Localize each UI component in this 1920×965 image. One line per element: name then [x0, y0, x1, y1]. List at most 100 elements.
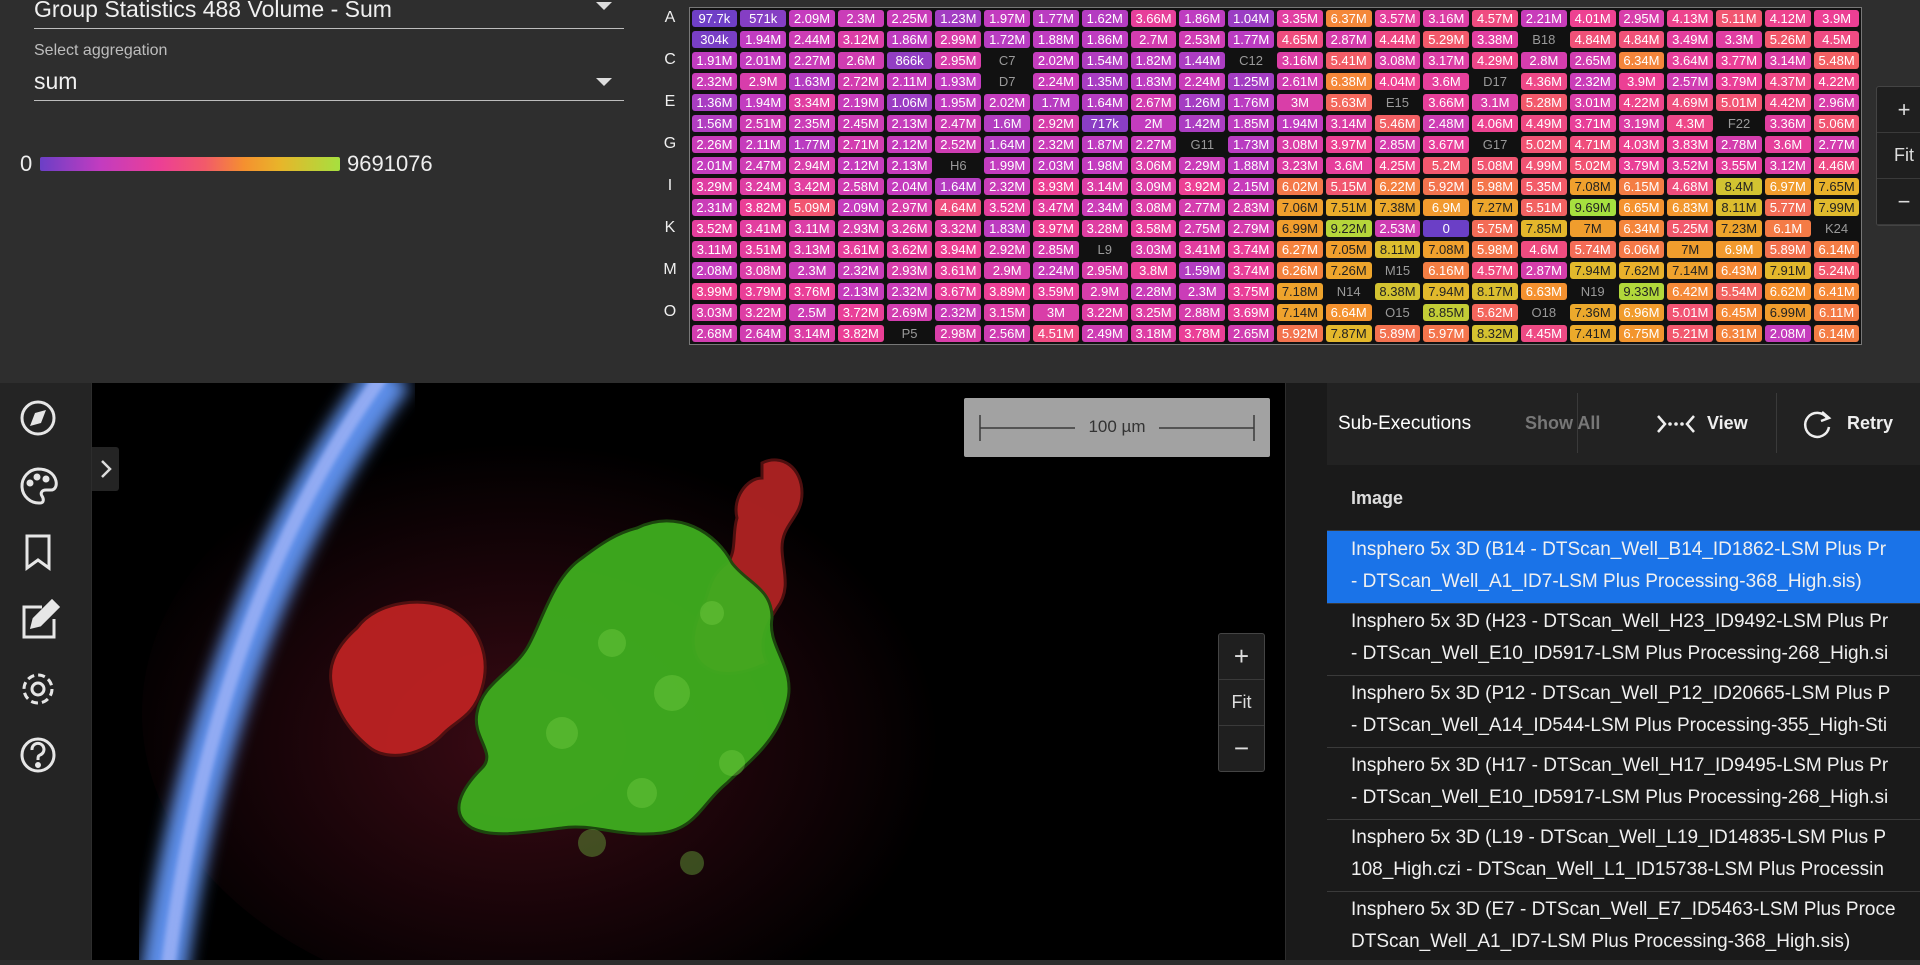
well-cell[interactable]: 2M: [1130, 115, 1177, 132]
well-cell[interactable]: 3.06M: [1130, 157, 1177, 174]
well-cell[interactable]: 6.27M: [1277, 241, 1323, 258]
well-cell[interactable]: 6.9M: [1716, 241, 1762, 258]
well-cell[interactable]: 2.25M: [886, 10, 933, 27]
well-cell[interactable]: 3.62M: [886, 241, 933, 258]
well-cell[interactable]: 1.94M: [740, 31, 787, 48]
well-cell[interactable]: 2.32M: [1569, 73, 1616, 90]
well-cell[interactable]: 4.49M: [1520, 115, 1567, 132]
well-cell[interactable]: 5.62M: [1472, 304, 1518, 321]
well-cell[interactable]: 4.45M: [1520, 325, 1567, 342]
well-cell[interactable]: 7M: [1569, 220, 1616, 237]
well-cell[interactable]: 5.46M: [1374, 115, 1421, 132]
well-cell[interactable]: 1.72M: [984, 31, 1031, 48]
well-cell[interactable]: 8.11M: [1374, 241, 1421, 258]
well-cell[interactable]: 6.06M: [1618, 241, 1665, 258]
well-cell[interactable]: 1.56M: [691, 115, 738, 132]
empty-well[interactable]: C7: [998, 53, 1016, 68]
well-cell[interactable]: 5.51M: [1520, 199, 1567, 216]
well-cell[interactable]: 1.88M: [1228, 157, 1274, 174]
well-cell[interactable]: 2.24M: [1179, 73, 1226, 90]
sub-execution-row[interactable]: Insphero 5x 3D (B14 - DTScan_Well_B14_ID…: [1327, 531, 1920, 604]
well-cell[interactable]: 2.83M: [1228, 199, 1274, 216]
well-cell[interactable]: 3.71M: [1569, 115, 1616, 132]
empty-well[interactable]: N19: [1580, 284, 1605, 299]
well-cell[interactable]: 3.42M: [789, 178, 835, 195]
well-cell[interactable]: 3.79M: [740, 283, 787, 300]
well-cell[interactable]: 3.59M: [1033, 283, 1079, 300]
well-cell[interactable]: 1.7M: [1033, 94, 1079, 111]
empty-well[interactable]: L9: [1097, 242, 1112, 257]
well-cell[interactable]: 3.41M: [740, 220, 787, 237]
well-cell[interactable]: 4.65M: [1277, 31, 1323, 48]
well-cell[interactable]: 4.44M: [1374, 31, 1421, 48]
well-cell[interactable]: 3.23M: [1277, 157, 1323, 174]
well-cell[interactable]: 7.14M: [1667, 262, 1714, 279]
metric-select[interactable]: Group Statistics 488 Volume - Sum: [34, 0, 624, 29]
well-cell[interactable]: 2.04M: [886, 178, 933, 195]
well-cell[interactable]: 3.01M: [1569, 94, 1616, 111]
well-cell[interactable]: 5.89M: [1374, 325, 1421, 342]
well-cell[interactable]: 3.14M: [789, 325, 835, 342]
well-cell[interactable]: 3.49M: [1667, 31, 1714, 48]
well-cell[interactable]: 2.31M: [691, 199, 738, 216]
well-cell[interactable]: 5.01M: [1667, 304, 1714, 321]
well-cell[interactable]: 5.2M: [1423, 157, 1470, 174]
well-cell[interactable]: 7.91M: [1764, 262, 1811, 279]
well-cell[interactable]: 2.3M: [1179, 283, 1226, 300]
well-cell[interactable]: 7.38M: [1374, 199, 1421, 216]
well-cell[interactable]: 7.62M: [1618, 262, 1665, 279]
palette-icon[interactable]: [20, 467, 58, 505]
well-cell[interactable]: 4.01M: [1569, 10, 1616, 27]
well-cell[interactable]: 5.06M: [1813, 115, 1860, 132]
well-cell[interactable]: 8.38M: [1374, 283, 1421, 300]
well-cell[interactable]: 2.92M: [984, 241, 1031, 258]
well-cell[interactable]: 3.9M: [1618, 73, 1665, 90]
well-cell[interactable]: 5.35M: [1520, 178, 1567, 195]
well-cell[interactable]: 1.59M: [1179, 262, 1226, 279]
empty-well[interactable]: G11: [1190, 137, 1215, 152]
well-cell[interactable]: 7.36M: [1569, 304, 1616, 321]
well-cell[interactable]: 3.93M: [1033, 178, 1079, 195]
well-cell[interactable]: 2.15M: [1228, 178, 1274, 195]
well-cell[interactable]: 2.01M: [740, 52, 787, 69]
well-cell[interactable]: 2.29M: [1179, 157, 1226, 174]
well-cell[interactable]: 5.63M: [1325, 94, 1372, 111]
well-cell[interactable]: 5.28M: [1520, 94, 1567, 111]
well-cell[interactable]: 1.64M: [935, 178, 982, 195]
well-cell[interactable]: 2.13M: [886, 115, 933, 132]
well-cell[interactable]: 9.22M: [1325, 220, 1372, 237]
well-cell[interactable]: 3.17M: [1423, 52, 1470, 69]
well-cell[interactable]: 5.89M: [1764, 241, 1811, 258]
well-cell[interactable]: 3.03M: [691, 304, 738, 321]
well-cell[interactable]: 3.6M: [1325, 157, 1372, 174]
well-cell[interactable]: 7.87M: [1325, 325, 1372, 342]
well-cell[interactable]: 2.72M: [837, 73, 884, 90]
sub-execution-row[interactable]: Insphero 5x 3D (H23 - DTScan_Well_H23_ID…: [1327, 603, 1920, 676]
well-cell[interactable]: 3.14M: [1325, 115, 1372, 132]
well-cell[interactable]: 7.94M: [1569, 262, 1616, 279]
well-cell[interactable]: 8.85M: [1423, 304, 1470, 321]
well-cell[interactable]: 2.35M: [789, 115, 835, 132]
well-cell[interactable]: 1.91M: [691, 52, 738, 69]
well-cell[interactable]: 5.97M: [1423, 325, 1470, 342]
empty-well[interactable]: C12: [1239, 53, 1264, 68]
well-cell[interactable]: 3.78M: [1179, 325, 1226, 342]
well-cell[interactable]: 3.99M: [691, 283, 738, 300]
well-cell[interactable]: 2.49M: [1081, 325, 1128, 342]
well-cell[interactable]: 3.18M: [1130, 325, 1177, 342]
well-cell[interactable]: 3.89M: [984, 283, 1031, 300]
well-cell[interactable]: 6.1M: [1764, 220, 1811, 237]
well-cell[interactable]: 3.74M: [1228, 262, 1274, 279]
well-cell[interactable]: 4.57M: [1472, 10, 1518, 27]
well-cell[interactable]: 7.65M: [1813, 178, 1860, 195]
well-cell[interactable]: 2.96M: [1813, 94, 1860, 111]
well-cell[interactable]: 3.6M: [1423, 73, 1470, 90]
empty-well[interactable]: M15: [1384, 263, 1411, 278]
well-cell[interactable]: 2.34M: [1081, 199, 1128, 216]
well-cell[interactable]: 2.02M: [1033, 52, 1079, 69]
well-cell[interactable]: 9.69M: [1569, 199, 1616, 216]
well-cell[interactable]: 2.98M: [935, 325, 982, 342]
well-cell[interactable]: 6.26M: [1277, 262, 1323, 279]
well-cell[interactable]: 2.95M: [935, 52, 982, 69]
well-cell[interactable]: 5.75M: [1472, 220, 1518, 237]
